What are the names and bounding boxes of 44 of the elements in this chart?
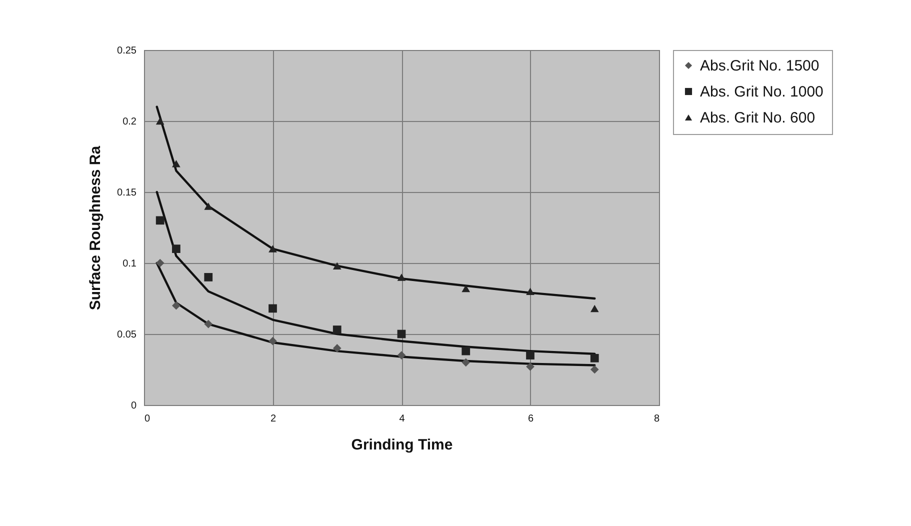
point: [268, 336, 277, 346]
point: [590, 304, 599, 312]
point: [156, 216, 164, 225]
y-axis-title: Surface Roughness Ra: [87, 145, 104, 310]
point: [397, 330, 406, 338]
point: [204, 273, 213, 282]
y-tick-label: 0.05: [117, 330, 137, 340]
legend-label: Abs.Grit No. 1500: [700, 58, 820, 74]
point: [526, 288, 534, 296]
point: [397, 274, 406, 281]
point: [156, 258, 164, 268]
point: [268, 245, 277, 252]
point: [172, 160, 180, 168]
point: [590, 365, 599, 374]
point: [204, 202, 213, 210]
x-tick-label: 0: [144, 414, 150, 424]
point: [526, 351, 534, 360]
point: [204, 320, 213, 328]
point: [590, 354, 599, 362]
y-tick-label: 0: [130, 400, 137, 412]
x-tick-label: 6: [528, 414, 534, 424]
x-tick-label: 8: [654, 414, 660, 424]
legend-label: Abs. Grit No. 1000: [700, 84, 824, 100]
point: [172, 244, 180, 253]
y-tick-label: 0.1: [122, 258, 137, 270]
point: [462, 346, 470, 356]
point: [332, 262, 342, 270]
line-series: [156, 106, 596, 300]
y-tick-label: 0.15: [117, 188, 137, 198]
legend-label: Abs. Grit No. 600: [700, 110, 816, 126]
point: [332, 344, 342, 352]
point: [462, 284, 470, 292]
y-tick-label: 0.25: [117, 46, 137, 56]
point: [332, 326, 342, 334]
point: [268, 304, 277, 313]
x-axis-title: Grinding Time: [351, 436, 453, 454]
x-tick-label: 4: [399, 414, 406, 424]
x-tick-label: 2: [270, 414, 276, 424]
point: [397, 351, 406, 360]
point: [526, 362, 534, 371]
point: [172, 301, 180, 310]
point: [462, 358, 470, 367]
y-tick-label: 0.2: [122, 116, 137, 128]
point: [156, 117, 164, 125]
